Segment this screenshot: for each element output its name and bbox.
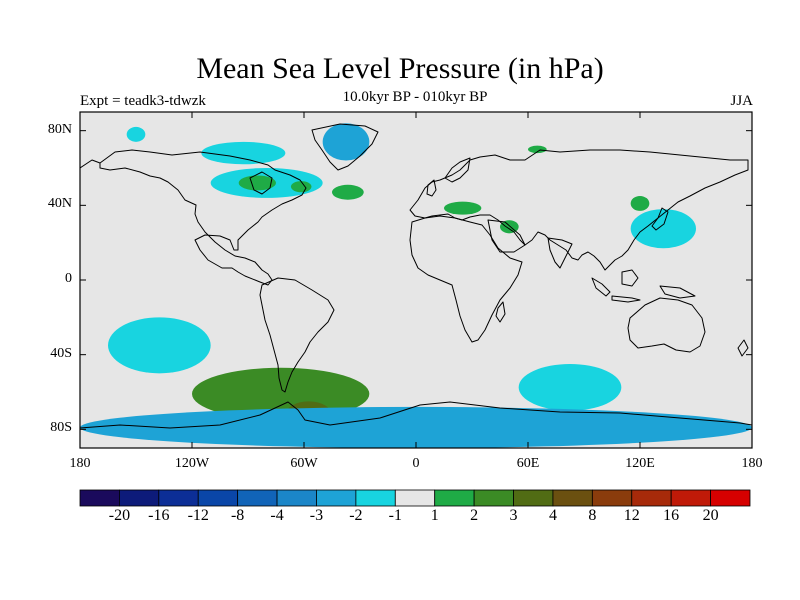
anomaly-siberia-high	[528, 145, 547, 154]
colorbar-swatch	[158, 489, 199, 507]
lon-label: 60E	[516, 456, 540, 471]
colorbar-label: 12	[623, 507, 640, 524]
lon-label: 120W	[174, 456, 210, 471]
coastline-madagascar	[495, 301, 506, 323]
colorbar-label: -3	[309, 507, 324, 524]
coastlines	[80, 123, 752, 429]
colorbar-swatch	[79, 489, 120, 507]
lon-label: 60W	[290, 456, 318, 471]
coastline-indonesia-sumatra	[591, 277, 611, 297]
colorbar-swatch	[276, 489, 317, 507]
coastline-new-guinea	[659, 285, 696, 299]
coastline-japan	[651, 207, 669, 231]
lon-label: 180	[69, 456, 91, 471]
coastline-arabia	[487, 219, 526, 253]
lon-label: 0	[412, 456, 420, 471]
anomaly-greenland-low	[322, 123, 370, 161]
time-slice-label: 10.0kyr BP - 010kyr BP	[342, 89, 488, 105]
colorbar-swatch	[670, 489, 711, 507]
colorbar-label: 2	[470, 507, 479, 524]
lat-label: 0	[65, 271, 72, 286]
anomaly-labrador-high	[290, 181, 312, 193]
colorbar-swatch	[119, 489, 160, 507]
anomaly-mediterranean-high	[444, 201, 482, 215]
lon-label: 180	[741, 456, 763, 471]
lat-label: 40N	[47, 196, 72, 212]
coastline-alaska-tip	[80, 159, 101, 169]
colorbar-swatch	[197, 489, 239, 507]
colorbar-swatch	[473, 489, 514, 507]
season-label: JJA	[730, 93, 753, 109]
coastline-indonesia-borneo	[621, 269, 639, 287]
lat-label: 80S	[50, 420, 72, 436]
colorbar-label: 3	[509, 507, 518, 524]
map-background	[80, 112, 752, 448]
colorbar-swatch	[394, 489, 436, 507]
anomaly-antarctic-low	[80, 406, 752, 448]
anomaly-arctic-canada-low	[201, 141, 286, 165]
chart-title: Mean Sea Level Pressure (in hPa)	[196, 52, 604, 85]
anomaly-west-pacific-low	[630, 209, 696, 249]
lat-label: 40S	[50, 345, 72, 361]
anomaly-canada-high	[238, 175, 276, 191]
colorbar-label: -2	[349, 507, 363, 524]
lon-label: 120E	[625, 456, 655, 471]
colorbar-label: -20	[108, 507, 131, 524]
experiment-label: Expt = teadk3-tdwzk	[80, 93, 206, 109]
coastline-indonesia-java	[611, 295, 641, 303]
coastline-scandinavia	[444, 157, 471, 183]
anomaly-field	[80, 123, 752, 448]
colorbar-swatch	[710, 489, 751, 507]
coastline-new-zealand	[737, 339, 749, 357]
colorbar-label: -4	[270, 507, 284, 524]
coastline-australia	[627, 297, 706, 353]
colorbar-swatch	[513, 489, 554, 507]
colorbar-label: -1	[388, 507, 402, 524]
coastline-india	[547, 237, 573, 269]
coastline-hudson-bay	[249, 171, 273, 195]
colorbar-label: -16	[148, 507, 170, 524]
coastline-north-america	[99, 149, 307, 286]
coastline-antarctica	[80, 401, 752, 429]
anomaly-north-pacific-anomaly	[126, 126, 146, 142]
coastline-africa	[409, 215, 523, 343]
axis-ticks	[79, 112, 753, 448]
colorbar-swatch	[355, 489, 396, 507]
anomaly-north-atlantic-high	[332, 184, 364, 200]
colorbar-swatch	[631, 489, 672, 507]
colorbar-swatch	[591, 489, 633, 507]
coastline-greenland	[311, 123, 379, 171]
colorbar-swatch	[316, 489, 357, 507]
colorbar-label: 20	[702, 507, 719, 524]
coastline-south-america	[259, 277, 335, 393]
anomaly-southeast-pacific-low	[108, 317, 211, 374]
colorbar-label: -12	[187, 507, 209, 524]
anomaly-japan-high	[630, 196, 650, 211]
coastline-britain	[426, 179, 437, 197]
colorbar-label: -8	[230, 507, 245, 524]
anomaly-south-indian-low	[518, 364, 622, 411]
lat-label: 80N	[47, 121, 72, 137]
colorbar-swatch	[552, 489, 593, 507]
colorbar-label: 16	[663, 507, 680, 524]
colorbar-swatch	[434, 489, 475, 507]
colorbar-label: 4	[548, 507, 557, 524]
colorbar-label: 8	[588, 507, 597, 524]
colorbar-swatch	[237, 489, 278, 507]
colorbar-label: 1	[430, 507, 439, 524]
coastline-eurasia	[409, 149, 749, 271]
